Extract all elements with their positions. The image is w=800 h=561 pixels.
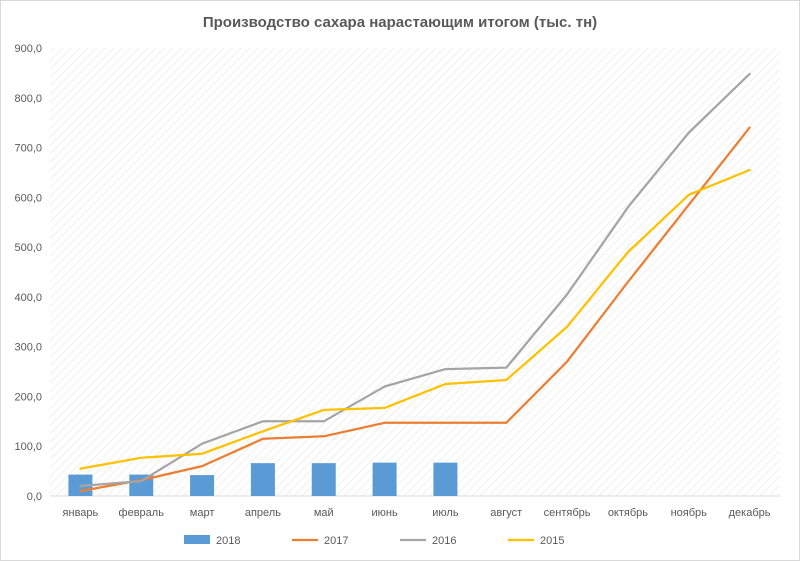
bar-2018 bbox=[129, 474, 154, 496]
y-tick-label: 200,0 bbox=[14, 391, 42, 403]
legend-swatch bbox=[184, 535, 210, 544]
legend-item-2018: 2018 bbox=[184, 535, 240, 547]
x-tick-label: январь bbox=[63, 507, 99, 519]
y-tick-label: 0,0 bbox=[27, 491, 42, 503]
y-tick-label: 100,0 bbox=[14, 441, 42, 453]
line-series-2016 bbox=[79, 72, 751, 488]
line-series-2015 bbox=[79, 168, 751, 470]
x-tick-label: май bbox=[314, 507, 334, 519]
x-tick-label: сентябрь bbox=[544, 507, 591, 519]
bar-2018 bbox=[190, 475, 215, 496]
chart-title: Производство сахара нарастающим итогом (… bbox=[202, 14, 598, 31]
x-tick-label: июль bbox=[432, 507, 459, 519]
legend-label: 2018 bbox=[216, 535, 240, 547]
y-tick-label: 500,0 bbox=[14, 242, 42, 254]
x-tick-label: апрель bbox=[245, 507, 281, 519]
x-tick-label: ноябрь bbox=[671, 507, 708, 519]
x-tick-label: август bbox=[490, 507, 522, 519]
y-tick-label: 700,0 bbox=[14, 143, 42, 155]
line-series-2017 bbox=[79, 126, 751, 493]
legend-item-2017: 2017 bbox=[292, 535, 348, 547]
y-tick-label: 300,0 bbox=[14, 342, 42, 354]
y-tick-label: 900,0 bbox=[14, 43, 42, 55]
bar-2018 bbox=[433, 462, 458, 496]
y-tick-label: 800,0 bbox=[14, 93, 42, 105]
legend-label: 2015 bbox=[540, 535, 564, 547]
x-tick-label: июнь bbox=[371, 507, 397, 519]
bar-2018 bbox=[372, 462, 397, 496]
y-tick-label: 600,0 bbox=[14, 192, 42, 204]
x-tick-label: март bbox=[190, 507, 215, 519]
legend-item-2016: 2016 bbox=[400, 535, 456, 547]
legend-label: 2016 bbox=[432, 535, 456, 547]
y-tick-label: 400,0 bbox=[14, 292, 42, 304]
bar-2018 bbox=[311, 463, 336, 496]
plot-area bbox=[50, 48, 780, 496]
x-tick-label: февраль bbox=[119, 507, 165, 519]
legend-item-2015: 2015 bbox=[508, 535, 564, 547]
x-tick-label: декабрь bbox=[729, 507, 771, 519]
x-tick-label: октябрь bbox=[608, 507, 648, 519]
legend-label: 2017 bbox=[324, 535, 348, 547]
bar-2018 bbox=[250, 463, 275, 496]
